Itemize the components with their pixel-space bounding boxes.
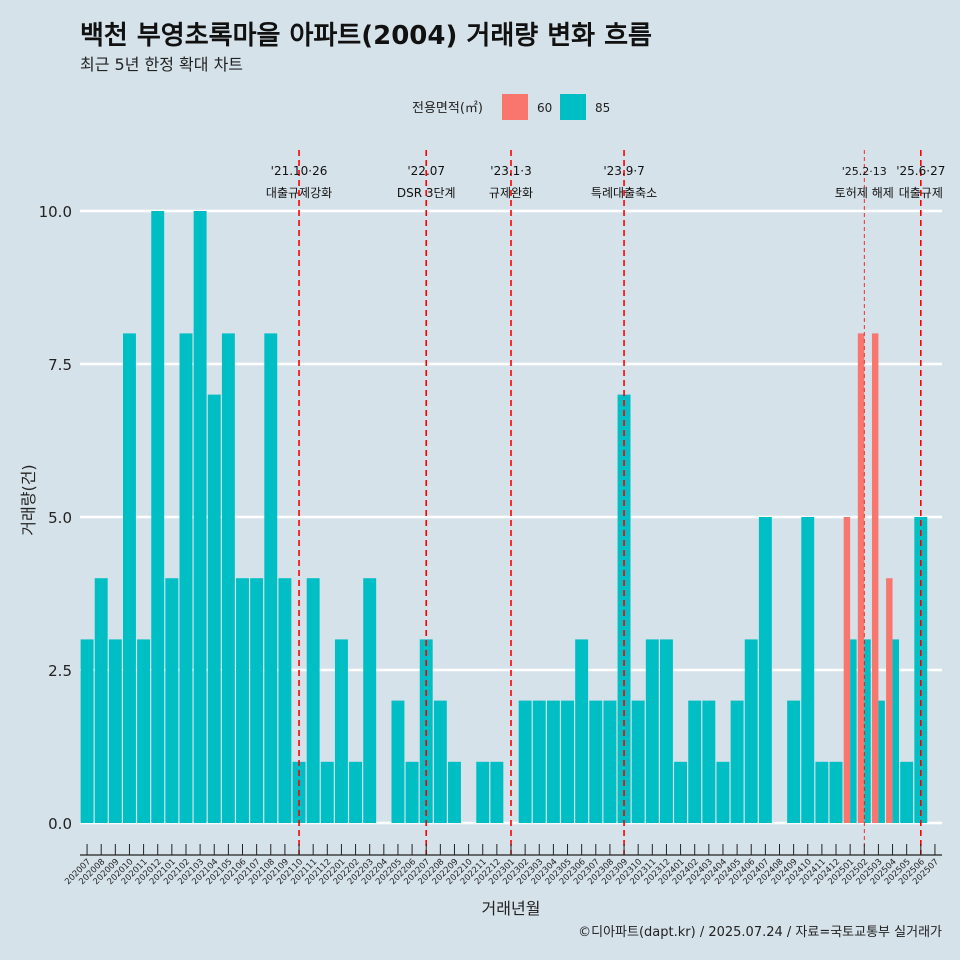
annotation-label: 규제완화: [489, 186, 533, 200]
bar-85: [137, 639, 151, 823]
y-tick-label: 5.0: [48, 509, 72, 527]
bar-85: [363, 578, 377, 823]
bar-85: [250, 578, 264, 823]
bar-85: [575, 639, 589, 823]
bar-85: [589, 700, 603, 823]
bar-85: [801, 517, 815, 823]
bar-60: [871, 333, 879, 823]
bar-85: [433, 700, 447, 823]
y-tick-label: 2.5: [48, 662, 72, 680]
annotations: '21.10·26 대출규제강화 '22.07 DSR 3단계 '23.1·3 규제완화 '…: [266, 150, 945, 855]
annotation-date: '21.10·26: [271, 164, 328, 178]
annotation-label: 토허제 해제: [835, 186, 894, 200]
bar-60: [886, 578, 893, 823]
bar-85: [122, 333, 136, 823]
bar-85: [349, 761, 363, 823]
bar-85: [730, 700, 744, 823]
bar-85: [815, 761, 829, 823]
bar-60: [857, 333, 865, 823]
bar-85: [334, 639, 348, 823]
bar-85: [546, 700, 560, 823]
annotation-date: '23.1·3: [490, 164, 531, 178]
chart-subtitle: 최근 5년 한정 확대 차트: [80, 55, 243, 74]
annotation-date: '23.9·7: [603, 164, 644, 178]
annotation-label: 대출규제: [899, 186, 943, 200]
bar-85: [900, 761, 914, 823]
x-axis-title: 거래년월: [482, 899, 541, 918]
bar-85: [787, 700, 801, 823]
annotation-label: 대출규제강화: [266, 186, 332, 200]
legend-key-60: [502, 94, 528, 120]
bars: [80, 211, 928, 823]
bar-85: [878, 700, 885, 823]
legend-title: 전용면적(㎡): [412, 101, 483, 116]
bar-85: [165, 578, 179, 823]
bar-85: [744, 639, 758, 823]
bar-85: [702, 700, 716, 823]
y-axis: 0.0 2.5 5.0 7.5 10.0: [39, 203, 72, 833]
y-tick-label: 0.0: [48, 815, 72, 833]
bar-60: [843, 517, 851, 823]
annotation-label: 특례대출축소: [591, 186, 657, 200]
bar-85: [193, 211, 207, 823]
bar-85: [94, 578, 108, 823]
bar-85: [864, 639, 871, 823]
bar-85: [892, 639, 900, 823]
bar-85: [532, 700, 546, 823]
chart-title: 백천 부영초록마을 아파트(2004) 거래량 변화 흐름: [80, 21, 652, 51]
bar-85: [179, 333, 193, 823]
bar-85: [758, 517, 772, 823]
bar-85: [306, 578, 320, 823]
bar-85: [405, 761, 419, 823]
legend-label-85: 85: [595, 101, 610, 115]
bar-85: [645, 639, 659, 823]
bar-85: [236, 578, 249, 823]
bar-85: [391, 700, 405, 823]
bar-85: [850, 639, 857, 823]
bar-85: [278, 578, 292, 823]
bar-85: [108, 639, 122, 823]
bar-85: [207, 394, 221, 823]
bar-85: [716, 761, 730, 823]
bar-85: [659, 639, 673, 823]
bar-85: [476, 761, 490, 823]
bar-85: [674, 761, 688, 823]
bar-85: [448, 761, 461, 823]
annotation-date: '22.07: [407, 164, 445, 178]
bar-85: [617, 394, 631, 823]
bar-85: [80, 639, 94, 823]
caption: ©디아파트(dapt.kr) / 2025.07.24 / 자료=국토교통부 실…: [578, 925, 942, 940]
bar-85: [518, 700, 532, 823]
bar-85: [264, 333, 278, 823]
bar-85: [688, 700, 702, 823]
legend-key-85: [560, 94, 586, 120]
bar-85: [320, 761, 334, 823]
bar-85: [603, 700, 617, 823]
bar-85: [561, 700, 574, 823]
bar-85: [829, 761, 843, 823]
bar-85: [490, 761, 504, 823]
bar-85: [151, 211, 165, 823]
bar-85: [631, 700, 645, 823]
annotation-label: DSR 3단계: [397, 186, 456, 200]
legend: 전용면적(㎡) 60 85: [412, 94, 610, 120]
legend-label-60: 60: [537, 101, 552, 115]
bar-85: [221, 333, 235, 823]
y-axis-title: 거래량(건): [19, 464, 38, 535]
annotation-date: '25.6·27: [896, 164, 945, 178]
annotation-date: '25.2·13: [842, 165, 887, 178]
y-tick-label: 10.0: [39, 203, 72, 221]
y-tick-label: 7.5: [48, 356, 72, 374]
